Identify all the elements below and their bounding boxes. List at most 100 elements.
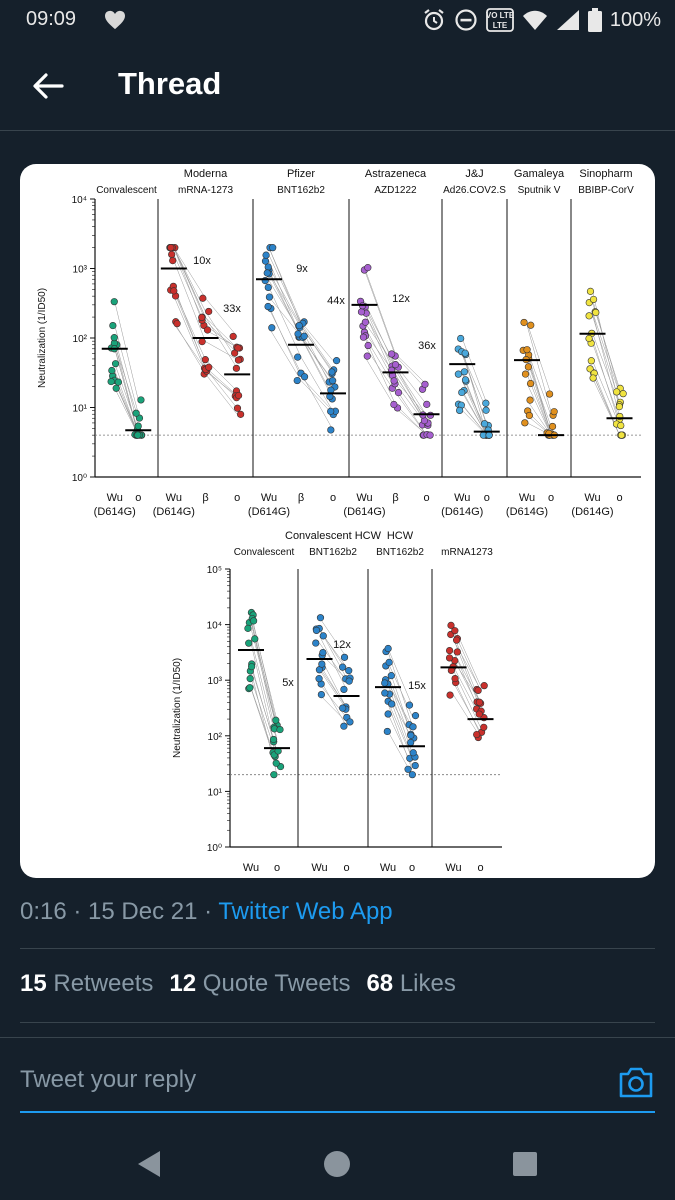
quotes-stat[interactable]: 12 Quote Tweets — [169, 970, 350, 998]
data-point — [111, 360, 120, 368]
paired-line — [205, 317, 238, 349]
y-tick-label: 10³ — [73, 265, 88, 276]
data-point — [198, 338, 206, 346]
category-label: Wu — [243, 862, 259, 874]
reply-input[interactable] — [20, 1058, 600, 1102]
page-title: Thread — [118, 66, 222, 101]
category-label: o — [484, 492, 490, 504]
battery-percent: 100% — [609, 8, 661, 31]
tweet-stats: 15 Retweets 12 Quote Tweets 68 Likes — [20, 970, 456, 998]
paired-line — [300, 323, 334, 371]
data-point — [251, 635, 259, 643]
category-label: o — [135, 492, 141, 504]
paired-line — [395, 353, 427, 385]
camera-icon[interactable] — [616, 1062, 656, 1102]
fold-change-label: 33x — [223, 303, 241, 315]
data-point — [391, 360, 400, 369]
likes-count: 68 — [366, 970, 394, 997]
group-subtitle: Ad26.COV2.S — [443, 185, 506, 196]
paired-line — [300, 380, 334, 415]
data-point — [244, 624, 252, 632]
category-label: (D614G) — [441, 506, 483, 518]
fold-change-label: 36x — [418, 340, 436, 352]
data-point — [381, 679, 389, 687]
paired-line — [300, 336, 334, 397]
data-point — [134, 431, 142, 439]
data-point — [294, 330, 302, 338]
paired-line — [173, 295, 206, 372]
data-point — [585, 312, 593, 320]
retweets-stat[interactable]: 15 Retweets — [20, 970, 153, 998]
paired-line — [173, 247, 206, 312]
paired-line — [205, 373, 238, 415]
reply-underline — [20, 1111, 655, 1113]
data-point — [451, 674, 459, 683]
data-point — [233, 404, 242, 412]
paired-line — [268, 327, 302, 381]
data-point — [168, 250, 176, 259]
group-subtitle: BNT162b2 — [277, 185, 325, 196]
data-point — [546, 390, 554, 398]
status-icons: VO LTE LTE 100% — [422, 8, 661, 32]
paired-line — [268, 287, 302, 358]
battery-icon — [587, 8, 602, 32]
category-label: Wu — [311, 862, 327, 874]
data-point — [319, 648, 327, 657]
group-subtitle: Sputnik V — [518, 185, 561, 196]
paired-line — [114, 343, 139, 435]
data-point — [585, 334, 593, 343]
data-point — [423, 400, 431, 408]
data-point — [388, 350, 396, 358]
group-title: HCW — [387, 530, 414, 542]
category-label: o — [234, 492, 240, 504]
category-label: β — [392, 492, 398, 504]
paired-line — [592, 312, 620, 417]
source-app-link[interactable]: Twitter Web App — [218, 898, 393, 925]
data-point — [319, 632, 327, 640]
data-point — [293, 376, 301, 385]
nav-home-icon[interactable] — [319, 1146, 355, 1182]
data-point — [300, 332, 308, 340]
y-tick-label: 10⁴ — [207, 621, 222, 632]
group-title: Convalescent HCW — [285, 530, 382, 542]
data-point — [327, 426, 335, 434]
paired-line — [526, 322, 552, 395]
paired-line — [462, 392, 487, 436]
paired-line — [114, 301, 139, 400]
likes-stat[interactable]: 68 Likes — [366, 970, 455, 998]
data-point — [409, 723, 417, 731]
category-label: (D614G) — [506, 506, 548, 518]
data-point — [357, 308, 366, 316]
signal-icon — [556, 10, 579, 30]
data-point — [234, 344, 242, 352]
fold-change-label: 9x — [296, 263, 308, 275]
arrow-left-icon[interactable] — [28, 66, 68, 106]
paired-line — [205, 298, 238, 337]
data-point — [520, 318, 528, 327]
category-label: Wu — [261, 492, 277, 504]
paired-line — [173, 254, 206, 326]
tweet-media-image[interactable]: 10⁰ 10¹ 10² 10³ 10⁴ Neutralization (1/ID50) Co… — [20, 164, 655, 878]
data-point — [407, 738, 415, 747]
data-point — [384, 710, 392, 718]
paired-line — [364, 322, 396, 367]
data-point — [300, 373, 309, 381]
paired-line — [205, 367, 238, 396]
paired-line — [319, 635, 347, 690]
data-point — [411, 712, 420, 720]
data-point — [485, 431, 493, 439]
category-label: o — [548, 492, 554, 504]
lte-badge-top: VO LTE — [486, 11, 514, 20]
nav-recents-icon[interactable] — [507, 1146, 543, 1182]
group-title: Convalescent — [96, 185, 157, 196]
category-label: Wu — [380, 862, 396, 874]
data-point — [473, 730, 481, 739]
category-label: β — [202, 492, 208, 504]
category-label: Wu — [519, 492, 535, 504]
nav-back-icon[interactable] — [132, 1146, 168, 1182]
paired-line — [364, 267, 396, 355]
paired-line — [205, 329, 238, 348]
data-point — [405, 701, 414, 709]
paired-line — [453, 682, 481, 733]
data-point — [359, 333, 368, 341]
